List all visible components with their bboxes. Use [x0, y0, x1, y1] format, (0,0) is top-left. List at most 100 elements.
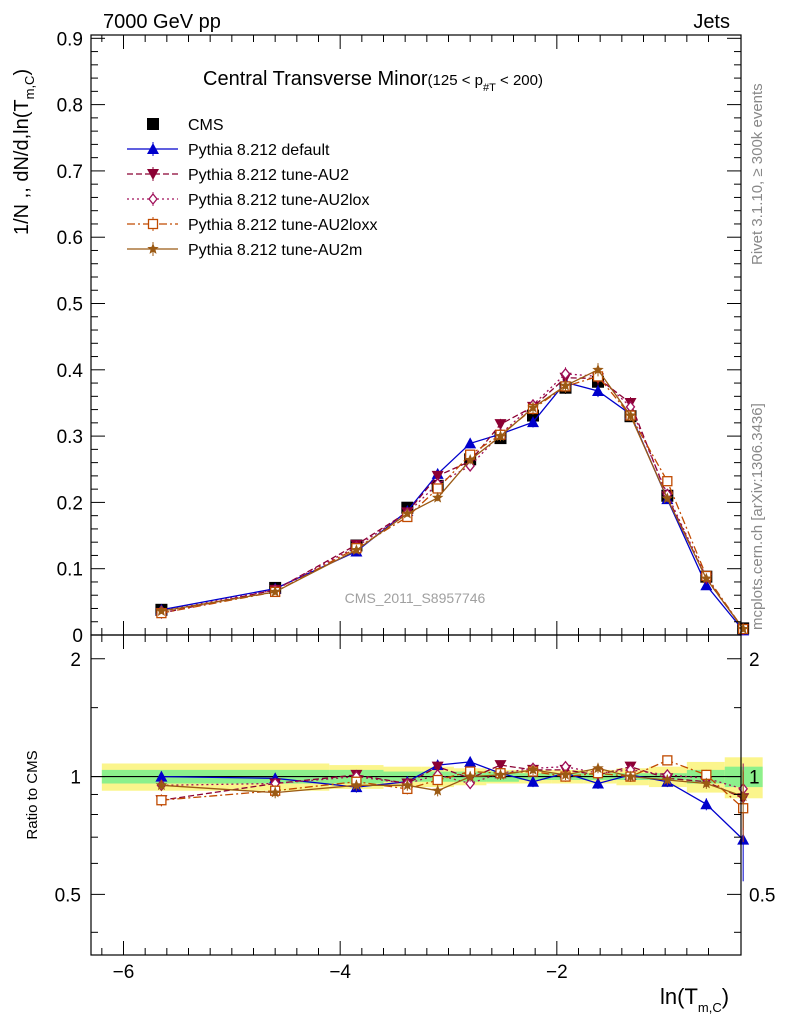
ratio-point-au2m: [350, 779, 363, 791]
ratio-point-au2m: [661, 774, 673, 785]
main-point-au2: [494, 419, 507, 431]
main-line-au2m: [161, 368, 744, 630]
plot-title-cut-sub: #T: [483, 82, 496, 94]
main-point-default: [464, 437, 477, 449]
ratio-plot-frame: [90, 634, 742, 956]
main-line-au2lox: [161, 373, 744, 630]
main-point-au2m: [661, 492, 673, 504]
x-tick-label: −2: [546, 962, 568, 983]
legend-marker-au2m: [147, 243, 159, 254]
ratio-point-au2m: [559, 768, 572, 780]
ratio-point-au2loxx: [432, 774, 443, 786]
main-point-default: [700, 579, 713, 591]
ratio-line-au2lox: [161, 766, 744, 790]
main-series-au2m: [155, 363, 749, 634]
legend-marker-au2loxx: [147, 218, 159, 230]
main-point-au2loxx: [662, 476, 673, 487]
main-line-au2: [161, 377, 744, 630]
ratio-point-au2m: [401, 779, 413, 791]
ratio-point-default: [527, 775, 539, 787]
mcplots-label: mcplots.cern.ch [arXiv:1306.3436]: [749, 403, 766, 630]
main-point-au2m: [401, 507, 413, 519]
main-y-tick-label: 0.8: [57, 96, 83, 117]
x-axis-label-main: ln(T: [660, 984, 698, 1009]
legend-marker-au2lox: [148, 192, 158, 206]
ratio-point-au2m: [624, 770, 637, 782]
ratio-point-au2m: [464, 770, 476, 782]
x-axis-label-end: ): [722, 984, 729, 1009]
ratio-point-au2: [431, 761, 444, 773]
main-point-au2m: [494, 430, 507, 441]
ratio-series-au2m: [155, 762, 749, 828]
legend-label: Pythia 8.212 tune-AU2m: [188, 242, 362, 259]
rivet-label: Rivet 3.1.10, ≥ 300k events: [749, 83, 766, 265]
header-energy: 7000 GeV pp: [103, 11, 221, 33]
main-point-au2m: [737, 623, 749, 634]
ratio-point-default: [700, 798, 713, 810]
ratio-point-default: [592, 777, 604, 789]
main-y-tick-label: 0.3: [57, 427, 83, 448]
main-y-tick-label: 0: [72, 626, 83, 647]
plot-title: Central Transverse Minor(125 < p#T < 200…: [203, 68, 543, 94]
main-point-au2m: [624, 409, 637, 421]
ratio-point-au2loxx: [662, 755, 673, 766]
ratio-y-tick-label-right: 1: [749, 768, 760, 789]
legend-item-au2loxx: Pythia 8.212 tune-AU2loxx: [127, 217, 377, 234]
ratio-y-tick-label-right: 0.5: [749, 885, 775, 906]
ratio-line-au2: [161, 764, 744, 801]
main-point-au2m: [527, 401, 539, 413]
legend-item-default: Pythia 8.212 default: [127, 142, 330, 159]
legend-label: Pythia 8.212 tune-AU2: [188, 167, 349, 184]
main-point-au2m: [700, 572, 712, 584]
legend-label: Pythia 8.212 default: [188, 142, 330, 159]
ratio-point-default: [464, 755, 477, 767]
ratio-point-au2: [494, 760, 507, 772]
main-y-tick-label: 0.9: [57, 29, 83, 50]
legend-item-au2m: Pythia 8.212 tune-AU2m: [127, 242, 362, 259]
ratio-point-au2m: [700, 777, 712, 789]
x-axis-label: ln(Tm,C): [660, 984, 729, 1015]
main-y-tick-label: 0.4: [57, 361, 84, 382]
legend-label: CMS: [188, 117, 224, 134]
legend-item-cms: CMS: [147, 117, 224, 134]
ratio-point-au2m: [432, 784, 444, 796]
main-y-tick-label: 0.2: [57, 493, 83, 514]
ratio-point-au2loxx: [156, 795, 167, 806]
legend-item-au2lox: Pythia 8.212 tune-AU2lox: [127, 192, 369, 209]
main-point-au2loxx: [432, 483, 443, 494]
main-y-tick-label: 0.1: [57, 560, 83, 581]
ratio-point-au2m: [527, 763, 539, 775]
legend-label: Pythia 8.212 tune-AU2lox: [188, 192, 369, 209]
ratio-axis-label: Ratio to CMS: [24, 750, 41, 839]
ratio-y-tick-label-right: 2: [749, 650, 760, 671]
main-point-default: [592, 385, 604, 397]
ratio-point-au2m: [494, 768, 507, 780]
legend-marker-au2: [147, 169, 159, 180]
y-axis-label-end: ): [11, 69, 33, 76]
main-point-au2lox: [560, 367, 571, 380]
main-point-au2m: [592, 363, 604, 375]
main-y-tick-label: 0.6: [57, 228, 83, 249]
main-point-au2m: [432, 491, 444, 503]
main-point-au2: [431, 470, 444, 482]
y-axis-label: 1/N ,, dN/d,ln(Tm,C): [11, 69, 37, 235]
plot-title-cut: (125 < p: [428, 72, 483, 89]
ratio-point-au2m: [269, 786, 281, 798]
ratio-y-tick-label: 0.5: [55, 885, 81, 906]
plot-title-main: Central Transverse Minor: [203, 68, 428, 90]
main-point-au2m: [464, 454, 476, 465]
legend-marker-cms: [147, 118, 159, 130]
main-point-au2m: [269, 585, 281, 597]
watermark-label: CMS_2011_S8957746: [345, 590, 486, 606]
main-y-tick-label: 0.5: [57, 295, 83, 316]
x-tick-label: −6: [113, 962, 135, 983]
header-jets: Jets: [693, 11, 730, 33]
ratio-point-au2m: [737, 790, 749, 802]
ratio-line-au2m: [161, 767, 744, 798]
main-point-au2m: [559, 379, 572, 391]
ratio-point-au2lox: [465, 777, 475, 790]
plot-title-cut-end: < 200): [496, 72, 543, 89]
legend-label: Pythia 8.212 tune-AU2loxx: [188, 217, 377, 234]
ratio-point-au2m: [592, 762, 604, 774]
